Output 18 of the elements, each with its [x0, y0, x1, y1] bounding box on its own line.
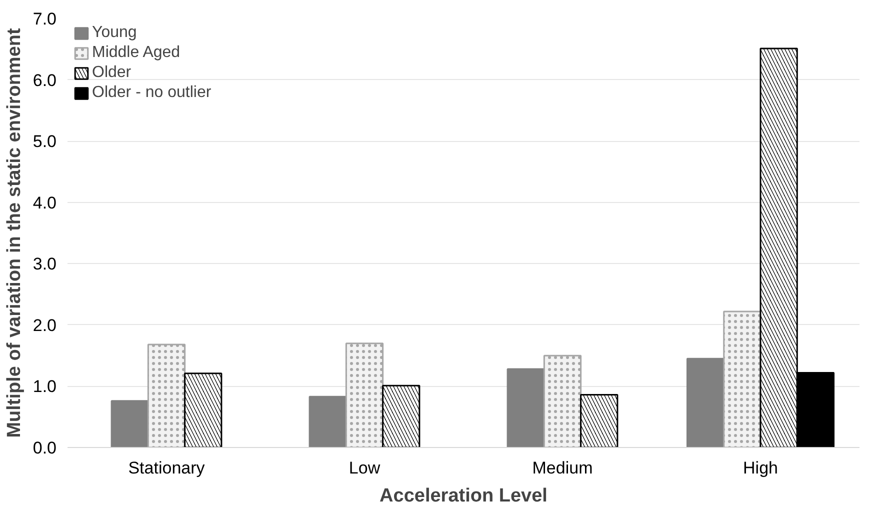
y-tick-label: 2.0: [32, 316, 57, 335]
legend-label: Older: [92, 64, 132, 82]
legend-label: Young: [92, 24, 137, 42]
x-tick-label: Medium: [532, 458, 593, 478]
x-axis-title: Acceleration Level: [380, 486, 548, 506]
y-tick-label: 6.0: [32, 70, 57, 90]
legend-label: Middle Aged: [92, 44, 180, 62]
y-tick-label: 1.0: [32, 377, 57, 396]
legend-label: Older - no outlier: [92, 84, 212, 102]
y-tick-label: 3.0: [32, 254, 57, 274]
x-tick-label: High: [743, 458, 778, 478]
x-tick-label: Stationary: [128, 458, 206, 478]
y-tick-label: 7.0: [32, 10, 57, 28]
x-tick-label: Low: [348, 458, 381, 478]
y-tick-label: 4.0: [32, 193, 57, 212]
y-tick-label: 5.0: [32, 132, 57, 152]
y-tick-label: 0.0: [32, 438, 57, 458]
y-axis-title: Multiple of variation in the static environment: [4, 28, 25, 438]
